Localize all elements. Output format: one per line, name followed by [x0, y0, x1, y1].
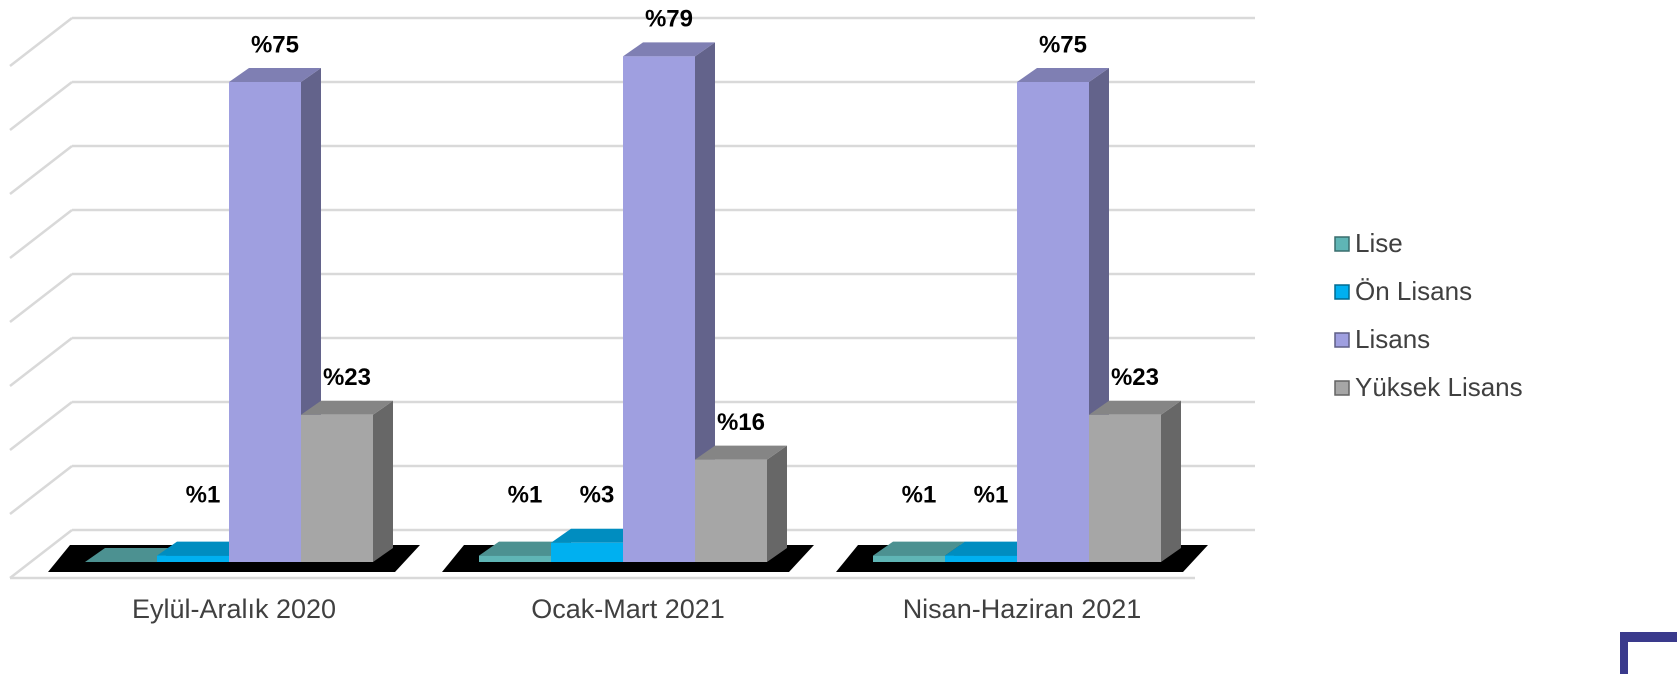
- bar: [695, 460, 767, 562]
- legend-swatch: [1335, 285, 1349, 299]
- legend-swatch: [1335, 237, 1349, 251]
- legend-swatch: [1335, 333, 1349, 347]
- bar: [1089, 415, 1161, 562]
- bar: [301, 415, 373, 562]
- bar: [229, 82, 301, 562]
- bar-side: [767, 446, 787, 562]
- bar-side: [1161, 401, 1181, 562]
- data-label: %79: [645, 6, 693, 33]
- bar: [157, 556, 229, 562]
- data-label: %1: [186, 481, 221, 508]
- data-label: %23: [1111, 364, 1159, 391]
- grid-line-side: [10, 274, 72, 322]
- logo: [1620, 632, 1677, 674]
- data-label: %75: [251, 31, 299, 58]
- x-tick-label: Nisan-Haziran 2021: [903, 594, 1142, 624]
- bar: [623, 56, 695, 562]
- data-label: %3: [580, 481, 615, 508]
- grid-line-side: [10, 82, 72, 130]
- grid-line-side: [10, 466, 72, 514]
- legend-label: Yüksek Lisans: [1355, 372, 1523, 402]
- bar-side: [373, 401, 393, 562]
- bar: [479, 556, 551, 562]
- legend-label: Ön Lisans: [1355, 276, 1472, 306]
- legend-label: Lisans: [1355, 324, 1430, 354]
- bar: [551, 543, 623, 562]
- grid-line-side: [10, 146, 72, 194]
- data-label: %1: [508, 481, 543, 508]
- x-tick-label: Ocak-Mart 2021: [531, 594, 725, 624]
- x-tick-label: Eylül-Aralık 2020: [132, 594, 336, 624]
- data-label: %75: [1039, 31, 1087, 58]
- data-label: %23: [323, 364, 371, 391]
- data-label: %1: [974, 481, 1009, 508]
- bar: [873, 556, 945, 562]
- grid-line-side: [10, 338, 72, 386]
- legend-label: Lise: [1355, 228, 1403, 258]
- grid-line-side: [10, 402, 72, 450]
- bar: [1017, 82, 1089, 562]
- logo-inner: [1628, 642, 1677, 674]
- legend-swatch: [1335, 381, 1349, 395]
- grid-line-side: [10, 18, 72, 66]
- bar: [945, 556, 1017, 562]
- grid-line-side: [10, 210, 72, 258]
- data-label: %16: [717, 409, 765, 436]
- data-label: %1: [902, 481, 937, 508]
